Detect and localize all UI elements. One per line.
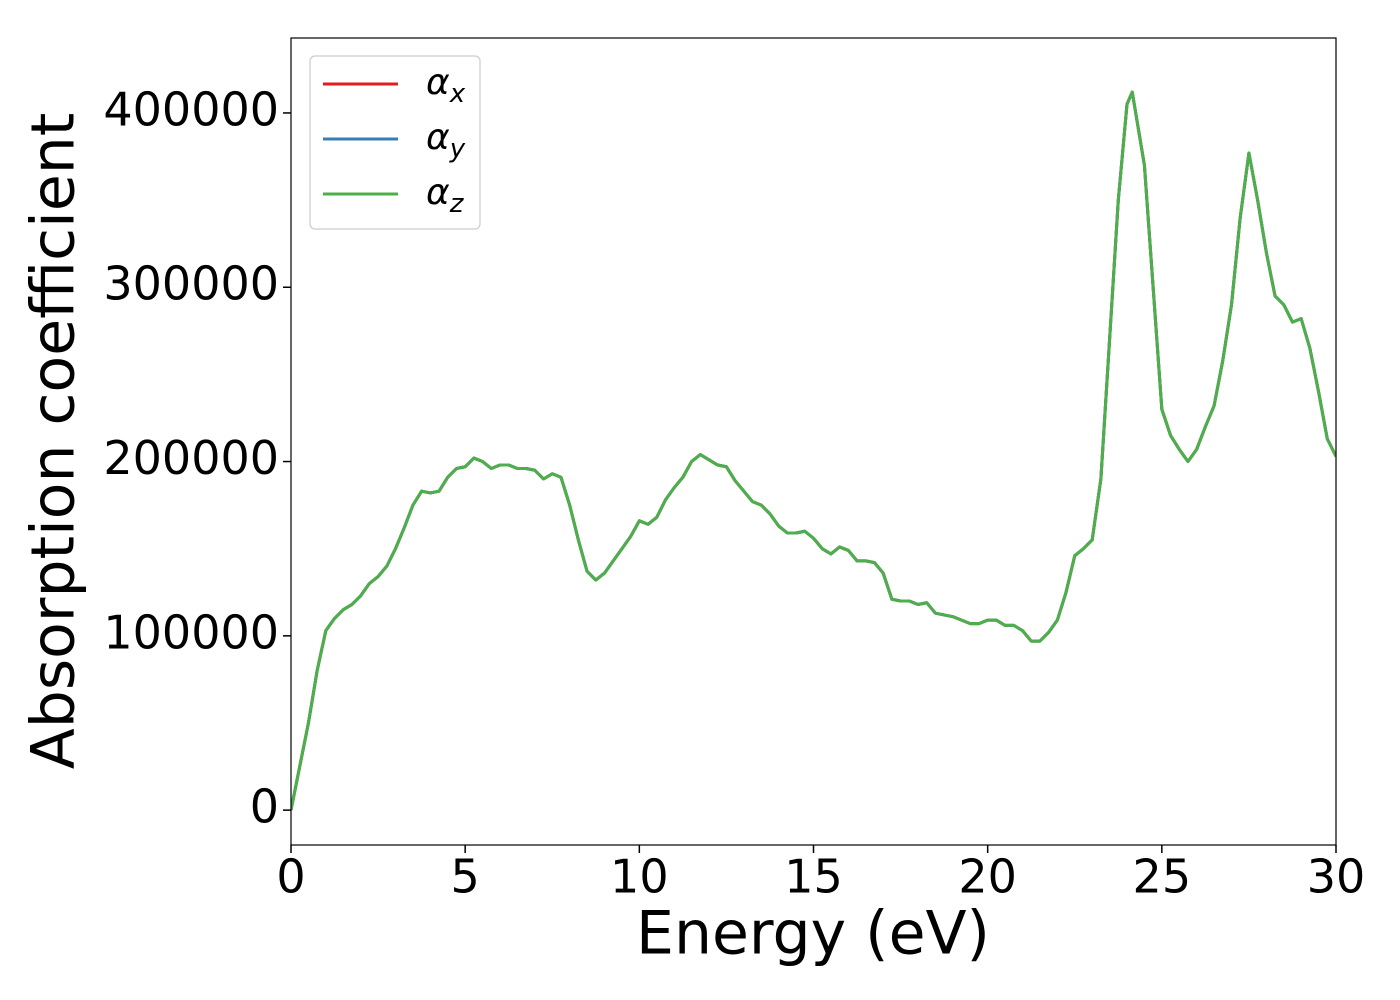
x-axis-label: Energy (eV) [636,899,990,969]
y-tick-label: 400000 [103,82,279,136]
y-tick-label: 200000 [103,431,279,485]
x-tick-label: 0 [276,850,305,904]
y-axis-label: Absorption coefficient [19,113,89,770]
x-tick-label: 15 [784,850,843,904]
plot-frame [290,37,1337,846]
y-tick-label: 300000 [103,257,279,311]
x-tick-label: 10 [610,850,669,904]
legend-box [309,55,481,230]
legend-label: αz [426,172,465,219]
x-tick-label: 30 [1307,850,1366,904]
x-tick-label: 5 [451,850,480,904]
legend-label: αx [426,62,466,109]
x-tick-label: 20 [958,850,1017,904]
y-tick-label: 0 [250,780,279,834]
legend-label: αy [426,117,466,164]
x-tick-label: 25 [1133,850,1192,904]
series-line [291,90,1336,811]
y-tick-label: 100000 [103,605,279,659]
